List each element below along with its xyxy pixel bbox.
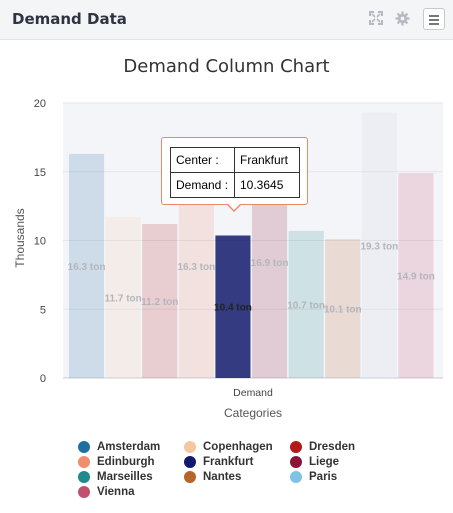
legend-label: Dresden bbox=[309, 441, 356, 453]
bar-paris bbox=[361, 112, 397, 378]
legend-marker-icon bbox=[184, 441, 196, 453]
tooltip-demand-value: 10.3645 bbox=[234, 172, 300, 198]
hamburger-menu-icon[interactable] bbox=[423, 8, 445, 30]
bar-dresden bbox=[142, 224, 178, 378]
data-label-edinburgh: 16.3 ton bbox=[177, 262, 215, 273]
panel-title: Demand Data bbox=[12, 10, 127, 28]
bar-frankfurt bbox=[215, 235, 251, 378]
legend-label: Frankfurt bbox=[203, 456, 254, 468]
data-label-copenhagen: 11.7 ton bbox=[105, 294, 142, 305]
tooltip-demand-key: Demand : bbox=[170, 172, 235, 198]
legend-label: Copenhagen bbox=[203, 441, 273, 453]
tooltip-center-key: Center : bbox=[170, 147, 235, 173]
legend-label: Nantes bbox=[203, 471, 242, 483]
legend-marker-icon bbox=[78, 456, 90, 468]
panel-header: Demand Data bbox=[0, 0, 453, 40]
legend-label: Vienna bbox=[97, 486, 135, 498]
legend-marker-icon bbox=[290, 456, 302, 468]
legend-marker-icon bbox=[290, 471, 302, 483]
tooltip-center-value: Frankfurt bbox=[234, 147, 300, 173]
y-tick-label: 5 bbox=[40, 304, 46, 316]
y-tick-label: 0 bbox=[40, 373, 46, 385]
y-tick-label: 20 bbox=[34, 98, 46, 110]
chart-title: Demand Column Chart bbox=[123, 56, 330, 77]
bar-copenhagen bbox=[105, 217, 141, 378]
bar-amsterdam bbox=[69, 153, 105, 378]
expand-icon[interactable] bbox=[367, 11, 385, 29]
x-tick-label: Demand bbox=[233, 387, 273, 399]
legend-marker-icon bbox=[184, 456, 196, 468]
data-label-amsterdam: 16.3 ton bbox=[68, 262, 106, 273]
legend-label: Paris bbox=[309, 471, 338, 483]
legend-label: Marseilles bbox=[97, 471, 153, 483]
bar-vienna bbox=[398, 173, 434, 378]
x-axis-title: Categories bbox=[224, 406, 282, 420]
data-label-dresden: 11.2 ton bbox=[141, 297, 178, 308]
legend-marker-icon bbox=[78, 441, 90, 453]
y-axis-title: Thousands bbox=[13, 208, 27, 267]
data-label-marseilles: 10.7 ton bbox=[287, 300, 325, 311]
legend-marker-icon bbox=[184, 471, 196, 483]
bar-nantes bbox=[325, 239, 361, 378]
bar-marseilles bbox=[288, 230, 324, 378]
y-tick-label: 10 bbox=[34, 236, 46, 248]
data-label-frankfurt: 10.4 ton bbox=[214, 303, 252, 314]
data-label-vienna: 14.9 ton bbox=[397, 272, 435, 283]
legend-label: Amsterdam bbox=[97, 441, 161, 453]
data-label-paris: 19.3 ton bbox=[360, 241, 398, 252]
data-label-liege: 16.9 ton bbox=[251, 258, 289, 269]
legend-label: Liege bbox=[309, 456, 340, 468]
legend-marker-icon bbox=[78, 471, 90, 483]
chart-tooltip: Center : Frankfurt Demand : 10.3645 bbox=[161, 137, 308, 205]
legend-marker-icon bbox=[290, 441, 302, 453]
legend-label: Edinburgh bbox=[97, 456, 155, 468]
y-tick-label: 15 bbox=[34, 167, 46, 179]
tooltip-arrow-inner bbox=[227, 203, 241, 210]
gear-icon[interactable] bbox=[393, 11, 411, 29]
legend-marker-icon bbox=[78, 486, 90, 498]
data-label-nantes: 10.1 ton bbox=[324, 305, 362, 316]
